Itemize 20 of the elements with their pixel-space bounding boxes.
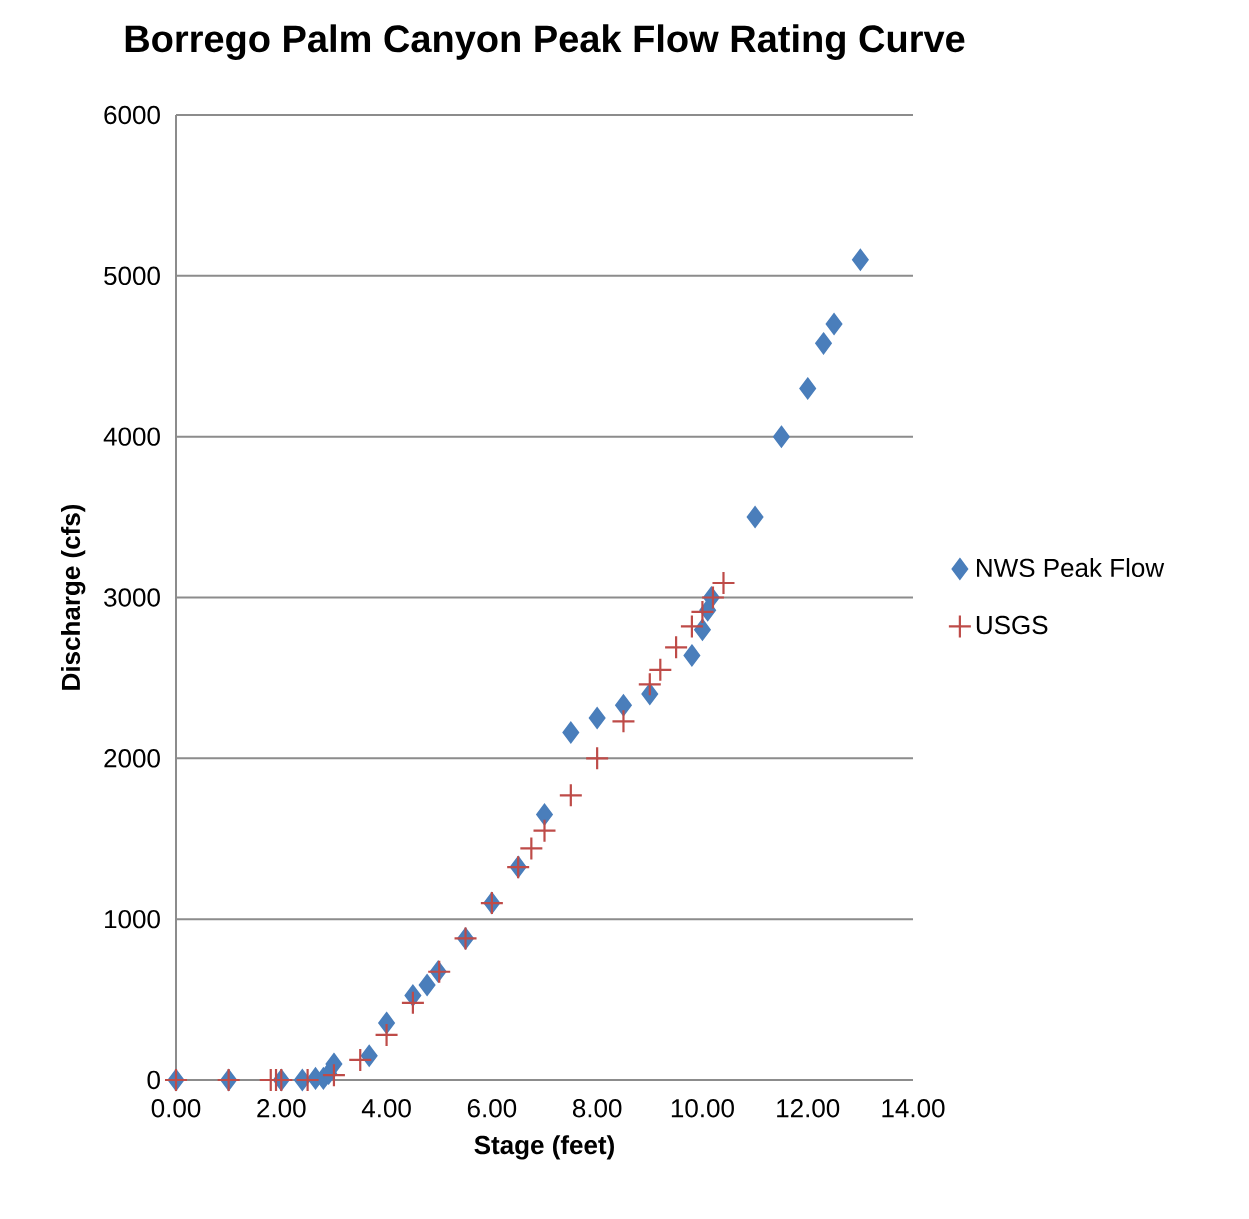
y-tick-label: 5000 (104, 266, 160, 286)
y-tick-label: 4000 (103, 427, 160, 446)
x-tick-label: 2.00 (257, 1099, 306, 1118)
y-tick-label: 1000 (105, 909, 160, 929)
y-axis-title: Discharge (cfs) (61, 504, 86, 690)
y-tick-label: 0 (147, 1070, 160, 1090)
x-tick-label: 0.00 (151, 1099, 201, 1118)
y-tick-label: 3000 (104, 588, 160, 607)
x-tick-label: 4.00 (361, 1099, 411, 1118)
legend-label: USGS (976, 615, 1048, 635)
x-tick-label: 6.00 (467, 1099, 517, 1118)
y-tick-label: 6000 (104, 105, 160, 125)
x-tick-label: 8.00 (572, 1099, 622, 1118)
y-tick-label: 2000 (104, 749, 160, 768)
legend-label: NWS Peak Flow (977, 557, 1165, 578)
x-tick-label: 12.00 (777, 1099, 840, 1118)
x-axis-title: Stage (feet) (474, 1135, 614, 1160)
x-tick-label: 14.00 (882, 1099, 945, 1118)
x-tick-label: 10.00 (671, 1099, 734, 1118)
chart-title: Borrego Palm Canyon Peak Flow Rating Curve (125, 24, 965, 60)
